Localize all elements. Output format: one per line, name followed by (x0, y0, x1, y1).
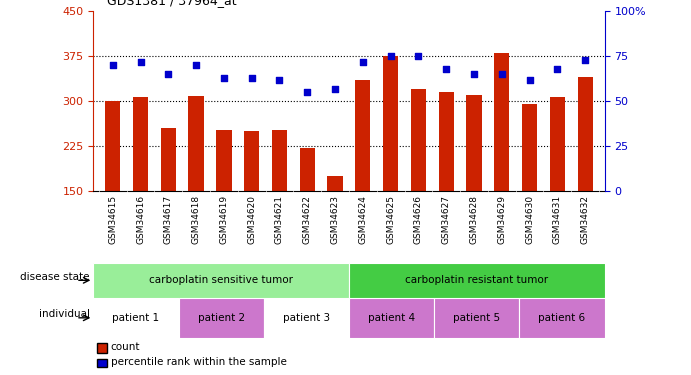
Bar (93, 262, 349, 298)
Text: GSM34622: GSM34622 (303, 195, 312, 244)
Text: patient 6: patient 6 (538, 313, 585, 323)
Text: GSM34624: GSM34624 (359, 195, 368, 244)
Point (496, 71, 507, 77)
Bar (410, 89, 426, 281)
Bar (466, 95, 482, 281)
Text: disease state: disease state (20, 272, 90, 282)
Text: GSM34621: GSM34621 (275, 195, 284, 244)
Bar (244, 131, 259, 281)
Bar (383, 56, 398, 281)
Point (524, 76, 535, 82)
Text: GSM34615: GSM34615 (108, 195, 117, 244)
Bar (93, 298, 178, 338)
Point (163, 71, 174, 77)
Bar (178, 298, 264, 338)
Text: GSM34631: GSM34631 (553, 195, 562, 244)
Point (246, 75, 257, 81)
Bar (161, 128, 176, 281)
Point (441, 66, 452, 72)
Text: count: count (111, 342, 140, 352)
Point (468, 71, 480, 77)
Text: GSM34630: GSM34630 (525, 195, 534, 244)
Text: GSM34617: GSM34617 (164, 195, 173, 244)
Point (330, 86, 341, 92)
Point (580, 57, 591, 63)
Text: GSM34626: GSM34626 (414, 195, 423, 244)
Text: GSM34632: GSM34632 (580, 195, 589, 244)
Bar (434, 298, 520, 338)
Point (413, 53, 424, 59)
Bar (494, 53, 509, 281)
Bar (349, 298, 434, 338)
Bar (349, 262, 605, 298)
Point (302, 89, 313, 95)
Bar (328, 176, 343, 281)
Bar (189, 96, 204, 281)
Point (385, 53, 396, 59)
Bar (133, 97, 148, 281)
Text: patient 3: patient 3 (283, 313, 330, 323)
Text: GSM34629: GSM34629 (498, 195, 507, 244)
Text: GDS1381 / 37964_at: GDS1381 / 37964_at (107, 0, 237, 8)
Bar (439, 92, 454, 281)
Text: GSM34616: GSM34616 (136, 195, 145, 244)
Point (107, 62, 118, 68)
Text: GSM34628: GSM34628 (469, 195, 478, 244)
Text: patient 5: patient 5 (453, 313, 500, 323)
Text: carboplatin resistant tumor: carboplatin resistant tumor (405, 275, 549, 285)
Text: GSM34623: GSM34623 (330, 195, 339, 244)
Text: GSM34619: GSM34619 (220, 195, 229, 244)
Text: percentile rank within the sample: percentile rank within the sample (111, 357, 287, 367)
Bar (264, 298, 349, 338)
Bar (272, 130, 287, 281)
Bar (105, 101, 120, 281)
Bar (355, 80, 370, 281)
Text: GSM34627: GSM34627 (442, 195, 451, 244)
Point (218, 75, 229, 81)
Text: GSM34620: GSM34620 (247, 195, 256, 244)
Text: patient 2: patient 2 (198, 313, 245, 323)
Bar (550, 97, 565, 281)
Text: patient 4: patient 4 (368, 313, 415, 323)
Bar (522, 104, 537, 281)
Text: GSM34618: GSM34618 (191, 195, 200, 244)
Text: patient 1: patient 1 (113, 313, 160, 323)
Point (552, 66, 563, 72)
Point (274, 76, 285, 82)
Point (135, 58, 146, 64)
Point (357, 58, 368, 64)
Bar (578, 77, 593, 281)
Bar (300, 148, 315, 281)
Bar (216, 130, 231, 281)
Text: carboplatin sensitive tumor: carboplatin sensitive tumor (149, 275, 293, 285)
Point (191, 62, 202, 68)
Text: individual: individual (39, 309, 90, 319)
Text: GSM34625: GSM34625 (386, 195, 395, 244)
Bar (520, 298, 605, 338)
